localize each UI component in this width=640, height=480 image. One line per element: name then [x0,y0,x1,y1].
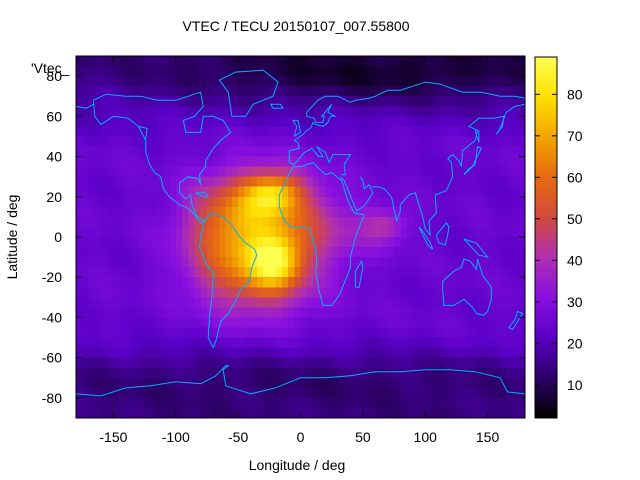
colorbar-tick-label: 80 [567,86,583,102]
x-axis: -150 -100 -50 0 50 100 150 [99,56,499,445]
y-axis: -80 -60 -40 -20 0 20 40 60 80 [42,68,525,406]
x-tick-label: -100 [162,429,190,445]
y-tick-label: 40 [46,149,62,165]
y-tick-label: -60 [42,350,62,366]
colorbar-ticks: 10 20 30 40 50 60 70 80 [535,86,583,393]
coastline-path [278,162,365,306]
colorbar-tick-label: 50 [567,211,583,227]
colorbar-tick-label: 40 [567,252,583,268]
coastline-path [354,259,364,288]
coastline-path [288,146,352,176]
legend-key-label: 'Vtec_ [31,60,70,76]
y-tick-label: 80 [46,68,62,84]
coastline-path [269,103,284,109]
x-tick-label: 100 [414,429,438,445]
coastline-path [474,130,480,143]
coastline-path [294,81,526,141]
coastline-path [75,103,94,109]
chart-title: VTEC / TECU 20150107_007.55800 [182,18,409,34]
colorbar-tick-label: 10 [567,377,583,393]
coastline-path [289,140,300,151]
coastline-path [418,226,434,250]
coastline-path [198,212,258,349]
x-axis-label: Longitude / deg [249,457,346,473]
coastline-path [442,258,492,316]
colorbar-tick-label: 30 [567,294,583,310]
colorbar-gradient [535,57,557,418]
coastline-path [138,125,148,139]
coastline-path [292,119,302,137]
coastline-path [371,103,526,237]
y-tick-label: -40 [42,309,62,325]
y-axis-label: Latitude / deg [4,195,20,280]
coastlines-overlay [75,69,526,397]
x-tick-label: 0 [297,429,305,445]
coastline-path [435,222,450,246]
y-tick-label: -20 [42,269,62,285]
coastline-path [195,192,210,198]
colorbar-frame [534,56,558,419]
colorbar-tick-label: 20 [567,335,583,351]
coastline-path [218,69,279,117]
colorbar-tick-label: 60 [567,169,583,185]
x-tick-label: -50 [228,429,248,445]
coastline-path [508,310,524,331]
coastline-path [93,91,232,224]
coastline-path [463,238,489,258]
y-tick-label: -80 [42,390,62,406]
x-tick-label: -150 [99,429,127,445]
x-tick-label: 150 [476,429,500,445]
x-tick-label: 50 [355,429,371,445]
y-tick-label: 20 [46,189,62,205]
coastline-path [75,365,526,397]
plot-area [75,55,526,419]
colorbar-tick-label: 70 [567,128,583,144]
y-tick-label: 60 [46,108,62,124]
y-tick-label: 0 [54,229,62,245]
coastline-path [340,176,374,212]
colorbar: 10 20 30 40 50 60 70 80 [534,56,583,419]
vtec-heatmap [76,56,525,418]
coastline-path [463,145,482,176]
